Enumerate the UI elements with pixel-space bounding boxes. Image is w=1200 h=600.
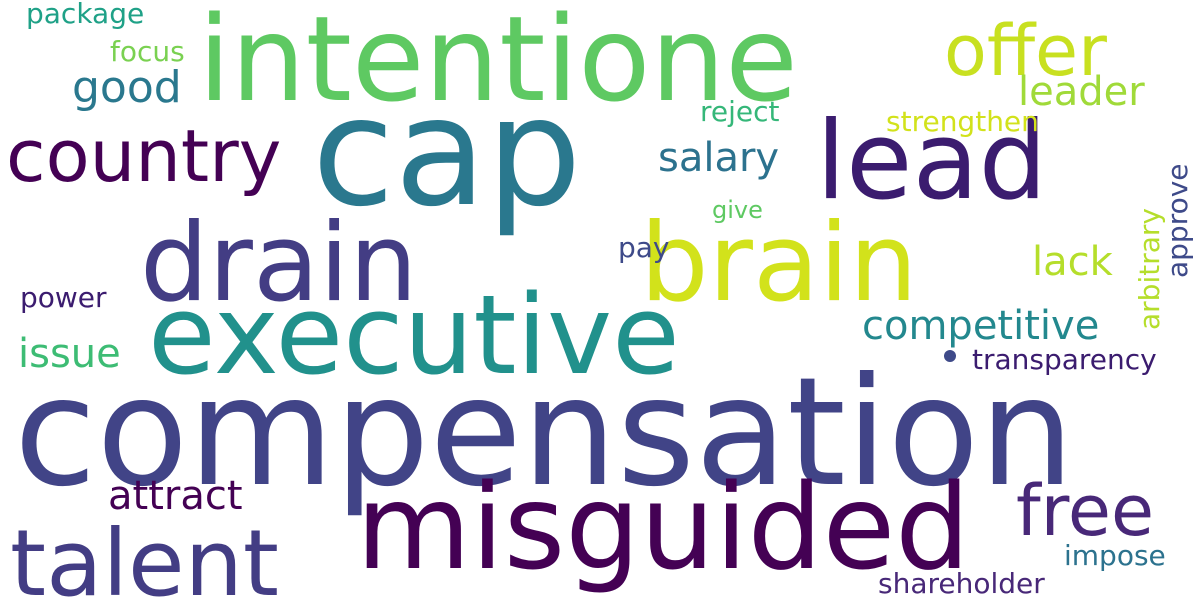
word-competitive: competitive [862, 303, 1100, 349]
word-arbitrary: arbitrary [1133, 208, 1166, 330]
word-lack: lack [1032, 239, 1113, 285]
word-compensation: compensation [14, 346, 1075, 520]
word-drain: drain [140, 201, 418, 326]
dot-decoration [944, 350, 956, 362]
word-intentione: intentione [198, 0, 798, 128]
word-misguided: misguided [356, 458, 971, 596]
word-power: power [20, 281, 107, 314]
word-focus: focus [110, 35, 185, 68]
word-talent: talent [10, 510, 279, 600]
word-shareholder: shareholder [878, 567, 1045, 600]
word-brain: brain [640, 201, 918, 326]
word-executive: executive [148, 271, 680, 399]
word-issue: issue [18, 331, 121, 377]
word-country: country [6, 114, 282, 198]
word-reject: reject [700, 95, 780, 128]
word-transparency: transparency [972, 343, 1157, 376]
word-attract: attract [108, 473, 243, 519]
word-give: give [712, 196, 763, 224]
word-good: good [72, 62, 182, 113]
word-salary: salary [658, 135, 780, 181]
word-lead: lead [816, 99, 1048, 224]
word-cap: cap [312, 66, 582, 240]
word-package: package [26, 0, 145, 30]
word-free: free [1016, 470, 1155, 552]
word-leader: leader [1018, 69, 1145, 115]
word-pay: pay [618, 231, 670, 264]
word-strengthen: strengthen [886, 105, 1039, 138]
word-offer: offer [944, 10, 1107, 92]
word-impose: impose [1064, 539, 1166, 572]
word-approve: approve [1161, 163, 1194, 278]
